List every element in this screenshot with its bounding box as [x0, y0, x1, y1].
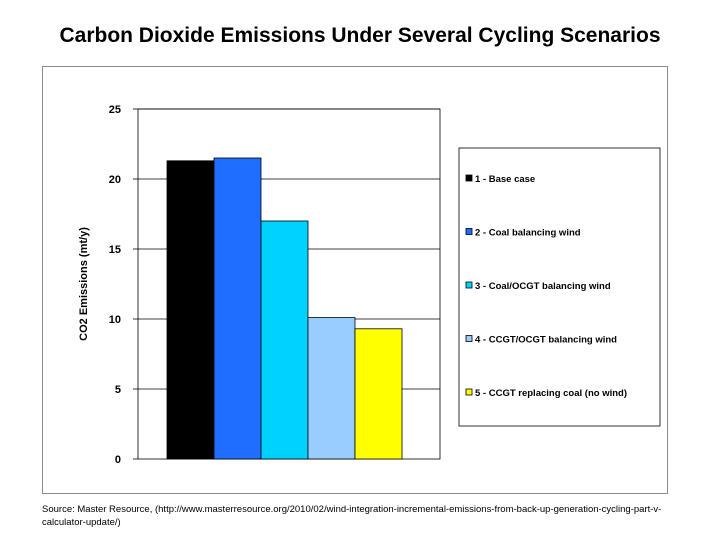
legend-label-4: 4 - CCGT/OCGT balancing wind — [475, 335, 617, 346]
y-tick-label: 25 — [109, 104, 121, 116]
y-tick-label: 15 — [109, 244, 121, 256]
bar-1 — [166, 160, 215, 460]
bar-5 — [354, 328, 403, 460]
legend-swatch-4 — [465, 335, 473, 342]
legend-box — [458, 147, 661, 427]
legend-swatch-3 — [465, 281, 473, 289]
y-tick-label: 5 — [115, 384, 121, 396]
legend-label-5: 5 - CCGT replacing coal (no wind) — [475, 388, 627, 399]
legend-swatch-5 — [465, 388, 473, 396]
bar-3 — [260, 220, 309, 460]
y-tick-label: 10 — [109, 314, 121, 326]
legend-label-2: 2 - Coal balancing wind — [475, 228, 581, 239]
legend-label-1: 1 - Base case — [475, 174, 535, 185]
bar-4 — [307, 317, 356, 460]
legend-swatch-1 — [465, 174, 473, 182]
bar-2 — [213, 157, 262, 460]
legend-label-3: 3 - Coal/OCGT balancing wind — [475, 281, 611, 292]
bars — [166, 157, 403, 460]
y-axis-ticks: 0 5 10 15 20 25 — [109, 104, 121, 466]
page-title: Carbon Dioxide Emissions Under Several C… — [59, 24, 661, 47]
y-axis-label: CO2 Emissions (mt/y) — [78, 227, 90, 341]
source-note: Source: Master Resource, (http://www.mas… — [42, 504, 662, 528]
y-tick-label: 20 — [109, 174, 121, 186]
bar-chart: 0 5 10 15 20 25 CO2 Emissions (mt/y) 1 - Base… — [78, 104, 661, 466]
y-tick-label: 0 — [115, 454, 121, 466]
legend: 1 - Base case 2 - Coal balancing wind 3 - … — [458, 147, 661, 427]
chart-frame: 0 5 10 15 20 25 CO2 Emissions (mt/y) 1 - Base… — [42, 66, 668, 494]
legend-swatch-2 — [465, 228, 473, 235]
